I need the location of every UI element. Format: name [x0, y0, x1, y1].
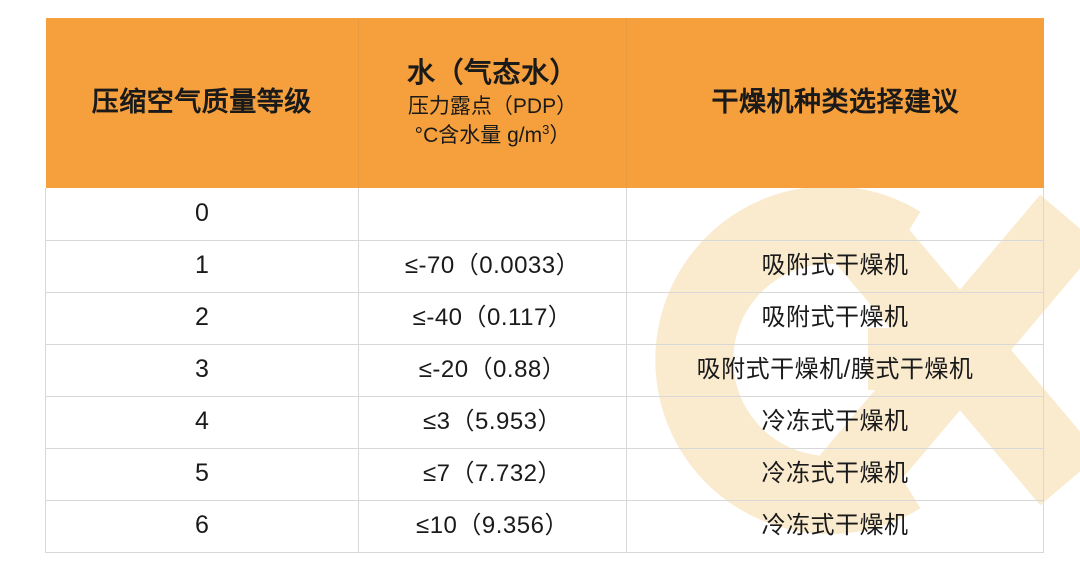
header-label-water-content: °C含水量 g/m3）: [359, 122, 626, 150]
header-cell-recommendation: 干燥机种类选择建议: [626, 18, 1044, 188]
table-row: 1 ≤-70（0.0033） 吸附式干燥机: [45, 240, 1044, 293]
header-cell-water: 水（气态水） 压力露点（PDP） °C含水量 g/m3）: [358, 18, 627, 188]
cell-dryer-recommendation: 冷冻式干燥机: [626, 448, 1044, 501]
header-cell-grade: 压缩空气质量等级: [45, 18, 359, 188]
table-row: 0: [45, 188, 1044, 241]
cell-pressure-dew-point: ≤3（5.953）: [358, 396, 627, 449]
cell-grade: 2: [45, 292, 359, 345]
header-label-recommendation: 干燥机种类选择建议: [711, 87, 959, 118]
cell-dryer-recommendation: 冷冻式干燥机: [626, 500, 1044, 553]
header-water-content-pre: °C含水量 g/m: [414, 123, 543, 147]
table-row: 6 ≤10（9.356） 冷冻式干燥机: [45, 500, 1044, 553]
header-label-grade: 压缩空气质量等级: [91, 87, 312, 118]
cell-grade: 3: [45, 344, 359, 397]
cell-dryer-recommendation: 冷冻式干燥机: [626, 396, 1044, 449]
cell-grade: 0: [45, 188, 359, 241]
cell-pressure-dew-point: [358, 188, 627, 241]
cell-pressure-dew-point: ≤-20（0.88）: [358, 344, 627, 397]
header-label-water-pdp: 压力露点（PDP）: [407, 95, 578, 119]
table-row: 3 ≤-20（0.88） 吸附式干燥机/膜式干燥机: [45, 344, 1044, 397]
table-row: 2 ≤-40（0.117） 吸附式干燥机: [45, 292, 1044, 345]
cell-pressure-dew-point: ≤7（7.732）: [358, 448, 627, 501]
cell-dryer-recommendation: 吸附式干燥机: [626, 292, 1044, 345]
table-row: 4 ≤3（5.953） 冷冻式干燥机: [45, 396, 1044, 449]
cell-grade: 5: [45, 448, 359, 501]
air-quality-table: 压缩空气质量等级 水（气态水） 压力露点（PDP） °C含水量 g/m3） 干燥…: [45, 18, 1044, 553]
cell-pressure-dew-point: ≤-70（0.0033）: [358, 240, 627, 293]
header-water-content-exponent: 3: [542, 121, 550, 137]
table-body: 0 1 ≤-70（0.0033） 吸附式干燥机 2 ≤-40（0.117） 吸附式干燥机 3 ≤…: [45, 188, 1044, 553]
header-water-content-post: ）: [549, 123, 571, 147]
cell-pressure-dew-point: ≤-40（0.117）: [358, 292, 627, 345]
cell-grade: 6: [45, 500, 359, 553]
cell-pressure-dew-point: ≤10（9.356）: [358, 500, 627, 553]
table-header: 压缩空气质量等级 水（气态水） 压力露点（PDP） °C含水量 g/m3） 干燥…: [45, 18, 1044, 188]
cell-dryer-recommendation: 吸附式干燥机: [626, 240, 1044, 293]
cell-grade: 4: [45, 396, 359, 449]
header-row: 压缩空气质量等级 水（气态水） 压力露点（PDP） °C含水量 g/m3） 干燥…: [45, 18, 1044, 188]
cell-dryer-recommendation: [626, 188, 1044, 241]
header-label-water-title: 水（气态水）: [406, 56, 578, 88]
cell-grade: 1: [45, 240, 359, 293]
table-row: 5 ≤7（7.732） 冷冻式干燥机: [45, 448, 1044, 501]
cell-dryer-recommendation: 吸附式干燥机/膜式干燥机: [626, 344, 1044, 397]
